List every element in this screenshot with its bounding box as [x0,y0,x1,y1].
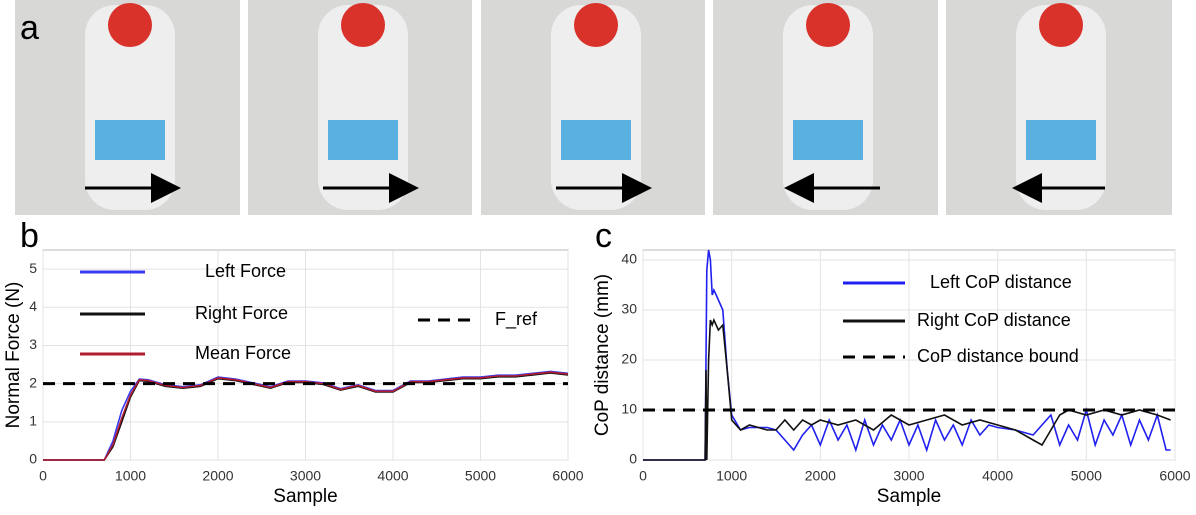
panel-label: a [20,9,39,47]
y-tick-label: 0 [29,451,37,467]
y-tick-label: 5 [29,260,37,276]
legend-label: Right CoP distance [917,310,1071,330]
x-tick-label: 6000 [552,468,583,484]
y-axis-label: CoP distance (mm) [592,274,613,436]
y-tick-label: 0 [629,451,637,467]
y-tick-label: 10 [621,401,637,417]
x-tick-label: 2000 [805,468,836,484]
x-tick-label: 0 [39,468,47,484]
x-tick-label: 4000 [377,468,408,484]
y-tick-label: 4 [29,298,37,314]
y-tick-label: 20 [621,351,637,367]
photo [481,0,705,215]
panel-label: c [595,217,612,255]
y-tick-label: 1 [29,413,37,429]
y-tick-label: 2 [29,374,37,390]
x-axis-label: Sample [273,486,337,507]
x-tick-label: 5000 [465,468,496,484]
x-axis-label: Sample [877,486,941,507]
y-axis-label: Normal Force (N) [3,282,24,429]
x-tick-label: 3000 [893,468,924,484]
panel-label: b [20,217,39,255]
series-line [643,317,1171,461]
legend-label: Left Force [205,261,286,281]
x-tick-label: 1000 [716,468,747,484]
legend-label: F_ref [495,309,538,330]
x-tick-label: 0 [639,468,647,484]
legend-label: Right Force [195,303,288,323]
legend-label: CoP distance bound [917,346,1079,366]
x-tick-label: 4000 [982,468,1013,484]
x-tick-label: 3000 [290,468,321,484]
y-tick-label: 3 [29,336,37,352]
photo [713,0,938,215]
photo [248,0,472,215]
photo-strip: a [15,0,1172,215]
x-tick-label: 5000 [1071,468,1102,484]
x-tick-label: 2000 [202,468,233,484]
x-tick-label: 6000 [1159,468,1190,484]
photo [15,0,240,215]
series-line [43,371,569,461]
x-tick-label: 1000 [115,468,146,484]
legend-label: Left CoP distance [930,272,1072,292]
photo [946,0,1172,215]
y-tick-label: 40 [621,251,637,267]
y-tick-label: 30 [621,301,637,317]
legend-label: Mean Force [195,343,291,363]
